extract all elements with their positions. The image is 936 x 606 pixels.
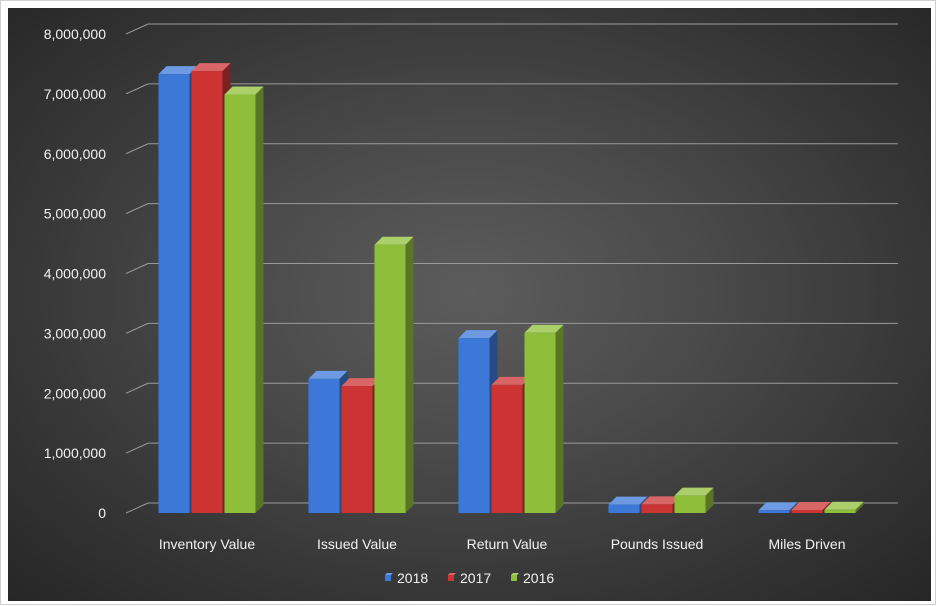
gridline-depth [125, 382, 149, 394]
bar [224, 94, 256, 513]
y-tick-label: 4,000,000 [44, 266, 106, 282]
bar-top [308, 370, 348, 379]
legend-item: 2017 [448, 570, 491, 586]
gridline-depth [125, 442, 149, 454]
legend-swatch-top [448, 573, 456, 575]
bar-top [524, 324, 564, 333]
legend-swatch-top [511, 573, 519, 575]
bar [158, 74, 190, 514]
bar-top [158, 66, 198, 75]
legend-swatch [448, 575, 454, 581]
bar-top [224, 86, 264, 95]
legend: 2018 2017 2016 [385, 570, 554, 586]
bar-top [491, 376, 531, 385]
bar [524, 332, 556, 513]
y-tick-label: 3,000,000 [44, 325, 106, 341]
x-tick-label: Miles Driven [768, 536, 845, 552]
bar [608, 504, 640, 513]
gridline-depth [125, 263, 149, 274]
bar-top [608, 496, 648, 505]
bar-side [555, 324, 564, 513]
bar [341, 386, 373, 513]
x-tick-label: Pounds Issued [611, 536, 704, 552]
bar-top [341, 378, 381, 387]
bar [824, 509, 856, 513]
bar-side [255, 86, 264, 513]
bar-top [374, 236, 414, 245]
bar [674, 495, 706, 513]
gridline-depth [125, 143, 149, 155]
gridline-depth [125, 83, 149, 95]
gridline-depth [125, 203, 149, 215]
bar [491, 384, 523, 513]
legend-label: 2017 [460, 570, 491, 586]
bar [791, 510, 823, 513]
bar-group [458, 324, 564, 513]
y-tick-label: 2,000,000 [44, 385, 106, 401]
chart-area: 0 1,000,000 2,000,000 3,000,000 4,000,000 5,0… [8, 8, 931, 601]
bar [374, 244, 406, 513]
column-chart: 0 1,000,000 2,000,000 3,000,000 4,000,000 5,0… [44, 23, 898, 586]
legend-swatch [385, 575, 391, 581]
y-axis-tick-labels: 0 1,000,000 2,000,000 3,000,000 4,000,000 5,0… [44, 26, 107, 521]
bar [458, 338, 490, 513]
bar-side [855, 501, 864, 513]
legend-item: 2016 [511, 570, 554, 586]
y-tick-label: 5,000,000 [44, 206, 106, 222]
bar [641, 504, 673, 513]
bar [308, 378, 340, 513]
bar-top [824, 501, 864, 510]
gridline-depth [125, 23, 149, 35]
x-tick-label: Inventory Value [159, 536, 255, 552]
legend-label: 2018 [397, 570, 428, 586]
bar-top [791, 502, 831, 511]
gridline-depth [125, 502, 149, 514]
bar-group [608, 487, 714, 513]
y-tick-label: 6,000,000 [44, 146, 106, 162]
bar-top [674, 487, 714, 496]
bar-side [705, 487, 714, 513]
y-tick-label: 0 [98, 505, 106, 521]
bar-top [458, 330, 498, 339]
bar-top [191, 63, 231, 72]
y-tick-label: 1,000,000 [44, 445, 106, 461]
legend-label: 2016 [523, 570, 554, 586]
bar-top [758, 502, 798, 511]
x-tick-label: Return Value [467, 536, 548, 552]
legend-swatch-top [385, 573, 393, 575]
legend-item: 2018 [385, 570, 428, 586]
bar-group [758, 501, 864, 513]
x-axis-tick-labels: Inventory Value Issued Value Return Value P… [159, 536, 846, 552]
y-tick-label: 8,000,000 [44, 26, 106, 42]
bar [191, 71, 223, 513]
gridline-depth [125, 322, 149, 334]
bar-group [158, 63, 264, 514]
bar-group [308, 236, 414, 513]
legend-swatch [511, 575, 517, 581]
y-tick-label: 7,000,000 [44, 86, 106, 102]
x-tick-label: Issued Value [317, 536, 397, 552]
bar-top [641, 496, 681, 505]
bar [758, 510, 790, 513]
bar-side [405, 236, 414, 513]
bars [158, 63, 864, 514]
